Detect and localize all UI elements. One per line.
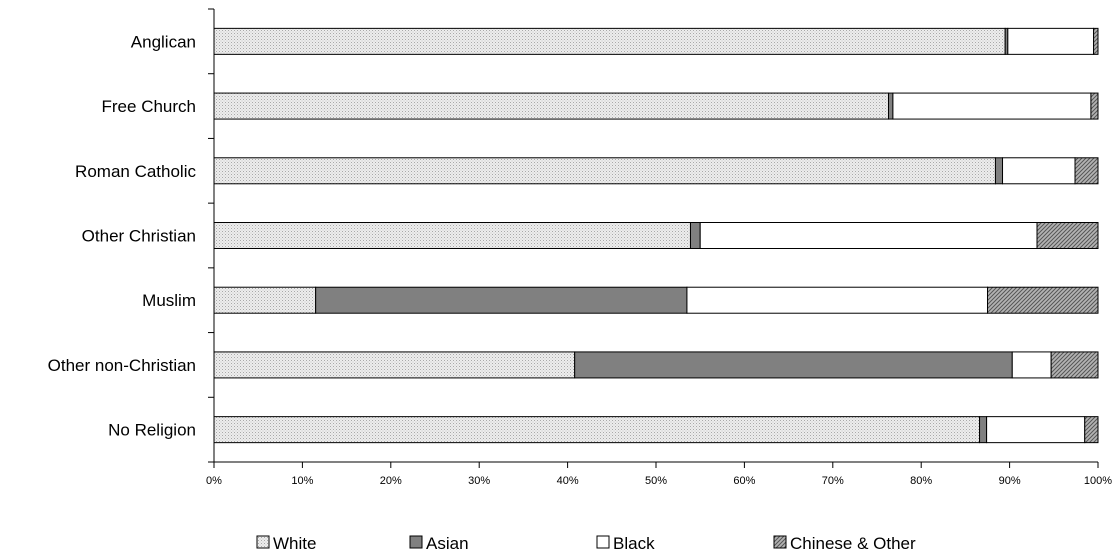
- bar-segment-asian: [887, 92, 894, 120]
- x-tick-label: 50%: [645, 475, 667, 487]
- x-tick-label: 30%: [468, 475, 490, 487]
- bar-segment-black: [892, 92, 1092, 120]
- x-tick-label: 80%: [910, 475, 932, 487]
- x-tick-label: 70%: [822, 475, 844, 487]
- bar-segment-chinese-other: [1090, 92, 1099, 120]
- category-label: No Religion: [108, 421, 196, 440]
- bar-segment-chinese-other: [987, 286, 1099, 314]
- legend-swatch: [596, 535, 610, 549]
- category-label: Anglican: [131, 32, 196, 51]
- bar-segment-asian: [689, 222, 701, 249]
- bar-segment-black: [1007, 27, 1095, 55]
- bar-segment-white: [213, 416, 981, 444]
- x-tick-label: 100%: [1084, 475, 1112, 487]
- bar-segment-black: [986, 416, 1086, 444]
- bar-segment-black: [699, 222, 1038, 249]
- legend-swatch: [409, 535, 423, 549]
- bar-segment-chinese-other: [1093, 27, 1099, 55]
- category-label: Roman Catholic: [75, 162, 196, 181]
- bar-segment-white: [213, 157, 996, 185]
- category-label: Other non-Christian: [48, 356, 196, 375]
- category-label: Muslim: [142, 291, 196, 310]
- bar-segment-white: [213, 351, 576, 379]
- x-tick-label: 90%: [999, 475, 1021, 487]
- legend-label: Black: [613, 534, 655, 553]
- bar-segment-asian: [979, 416, 988, 444]
- x-tick-label: 20%: [380, 475, 402, 487]
- x-tick-label: 0%: [206, 475, 222, 487]
- bar-segment-asian: [994, 157, 1004, 185]
- bar-segment-white: [213, 92, 889, 120]
- legend-label: White: [273, 534, 316, 553]
- bar-segment-chinese-other: [1084, 416, 1099, 444]
- bar-segment-chinese-other: [1074, 157, 1099, 185]
- bar-segment-black: [1002, 157, 1076, 185]
- legend-label: Chinese & Other: [790, 534, 916, 553]
- bar-segment-white: [213, 286, 317, 314]
- bar-segment-chinese-other: [1036, 222, 1099, 249]
- bar-segment-chinese-other: [1050, 351, 1099, 379]
- x-tick-label: 60%: [733, 475, 755, 487]
- bar-segment-white: [213, 222, 691, 249]
- category-label: Free Church: [102, 97, 196, 116]
- bar-segment-white: [213, 27, 1006, 55]
- legend-swatch: [256, 535, 270, 549]
- legend: White Asian Black Chinese & Other: [256, 534, 916, 553]
- bar-segment-black: [1011, 351, 1052, 379]
- x-tick-label: 10%: [291, 475, 313, 487]
- bar-segment-black: [686, 286, 988, 314]
- category-label: Other Christian: [82, 227, 196, 246]
- plot-area: 0% 10% 20% 30% 40% 50% 60% 70% 80% 90% 100% Anglica…: [48, 8, 1112, 487]
- bar-segment-asian: [315, 286, 688, 314]
- x-tick-label: 40%: [557, 475, 579, 487]
- legend-label: Asian: [426, 534, 469, 553]
- legend-swatch: [773, 535, 787, 549]
- bar-segment-asian: [574, 351, 1013, 379]
